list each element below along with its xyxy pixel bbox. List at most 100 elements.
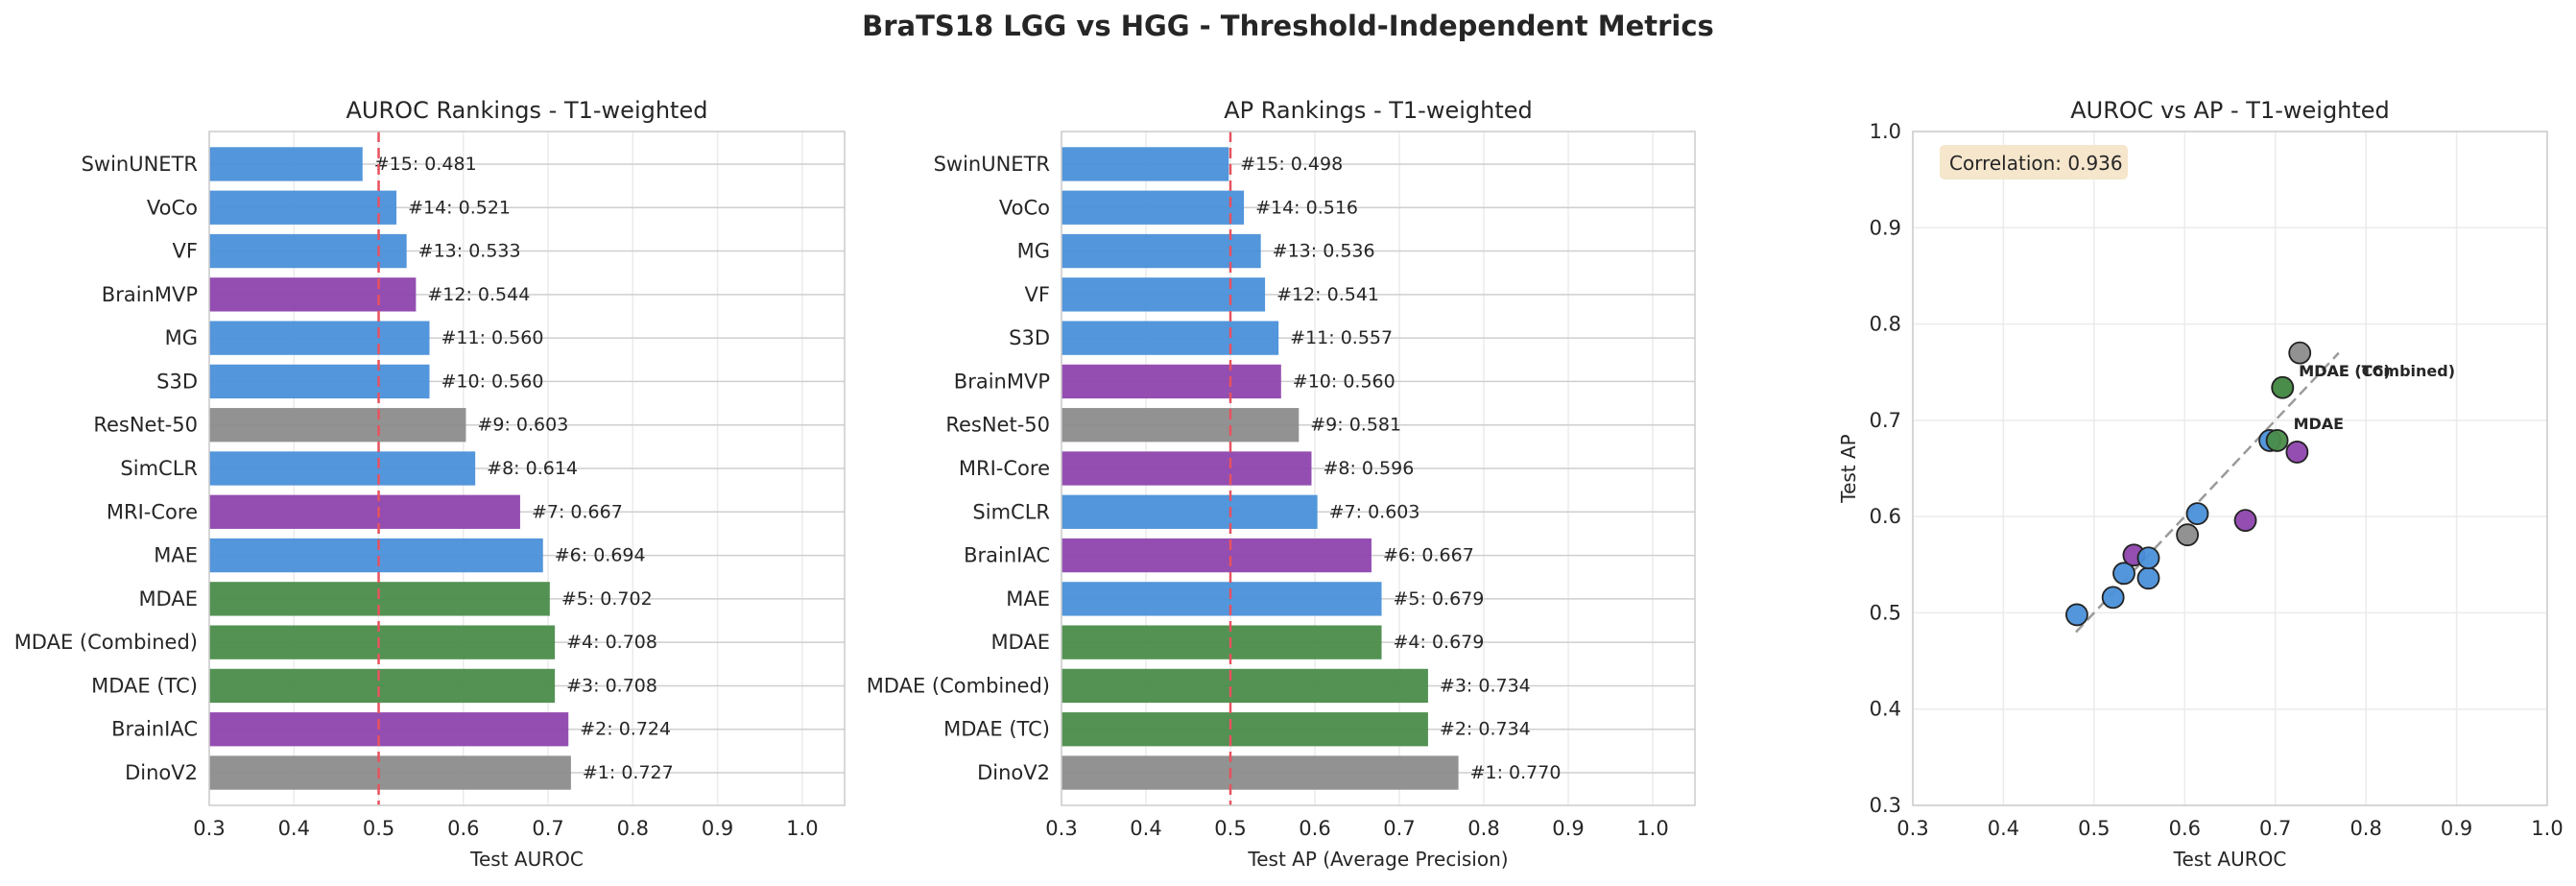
bar-value-label: #2: 0.724 xyxy=(580,719,671,740)
scatter-point xyxy=(2136,566,2160,590)
bar-mae xyxy=(1061,582,1382,616)
y-tick-label: 0.4 xyxy=(1870,698,1901,721)
category-label: ResNet-50 xyxy=(945,414,1050,437)
category-label: SimCLR xyxy=(972,500,1050,523)
y-tick-label: 0.3 xyxy=(1870,794,1901,817)
x-tick-label: 1.0 xyxy=(1636,817,1668,840)
auroc-ranking-chart: #15: 0.481 #14: 0.521 #13: 0.533 #12: 0.544… xyxy=(14,97,846,871)
bar-s3d xyxy=(1061,321,1279,355)
x-tick-label: 0.3 xyxy=(1045,817,1077,840)
y-axis-label: Test AP xyxy=(1837,434,1860,503)
point-label: MDAE (Combined) xyxy=(2299,362,2455,380)
x-tick-label: 0.3 xyxy=(193,817,225,840)
bar-value-label: #15: 0.498 xyxy=(1240,154,1343,175)
plot-frame xyxy=(1061,131,1696,806)
category-label: DinoV2 xyxy=(977,761,1050,784)
category-label: MRI-Core xyxy=(959,457,1050,480)
scatter-point xyxy=(2265,429,2289,452)
category-label: VoCo xyxy=(999,196,1050,219)
bar-value-label: #6: 0.694 xyxy=(555,545,646,566)
bar-value-label: #11: 0.557 xyxy=(1290,327,1393,348)
bar-value-label: #14: 0.516 xyxy=(1255,197,1358,218)
bar-value-label: #3: 0.734 xyxy=(1440,675,1531,696)
x-tick-label: 0.9 xyxy=(702,817,733,840)
x-tick-label: 0.6 xyxy=(1299,817,1330,840)
bar-simclr xyxy=(209,451,476,486)
scatter-point xyxy=(2101,586,2125,610)
y-tick-label: 0.7 xyxy=(1870,409,1901,432)
scatter-point xyxy=(2185,502,2209,526)
scatter-point xyxy=(2233,509,2257,533)
scatter-point xyxy=(2065,603,2088,627)
x-tick-label: 0.9 xyxy=(2441,817,2472,840)
category-label: VF xyxy=(1025,283,1050,306)
x-tick-label: 0.4 xyxy=(278,817,310,840)
category-label: MDAE (TC) xyxy=(943,718,1050,741)
category-label: MDAE (Combined) xyxy=(14,631,198,654)
category-label: BrainIAC xyxy=(964,544,1050,567)
category-label: S3D xyxy=(1009,326,1050,349)
category-label: DinoV2 xyxy=(125,761,198,784)
bar-resnet-50 xyxy=(209,408,466,443)
category-label: S3D xyxy=(156,370,198,393)
bar-mdae-combined- xyxy=(1061,668,1428,704)
y-tick-label: 0.6 xyxy=(1870,505,1901,528)
x-tick-label: 0.5 xyxy=(363,817,394,840)
bar-value-label: #9: 0.603 xyxy=(477,415,568,436)
bar-value-label: #14: 0.521 xyxy=(408,197,511,218)
bar-mdae xyxy=(1061,625,1382,659)
point-label: MDAE xyxy=(2294,415,2345,433)
x-tick-label: 0.6 xyxy=(2169,817,2201,840)
category-label: MDAE xyxy=(990,631,1050,654)
bar-value-label: #5: 0.702 xyxy=(561,588,653,610)
bar-dinov2 xyxy=(1061,755,1459,790)
bar-brainmvp xyxy=(209,277,417,312)
bar-value-label: #1: 0.770 xyxy=(1470,762,1562,783)
y-tick-label: 0.8 xyxy=(1870,313,1901,336)
ap-ranking-chart: #15: 0.498 #14: 0.516 #13: 0.536 #12: 0.541… xyxy=(867,97,1696,871)
bar-value-label: #7: 0.603 xyxy=(1329,501,1420,522)
bar-voco xyxy=(209,190,397,225)
bar-dinov2 xyxy=(209,755,571,790)
x-tick-label: 0.7 xyxy=(1383,817,1415,840)
bar-value-label: #10: 0.560 xyxy=(441,371,543,392)
x-tick-label: 0.5 xyxy=(1214,817,1246,840)
category-label: MAE xyxy=(1006,587,1050,611)
x-tick-label: 0.4 xyxy=(1130,817,1161,840)
bar-value-label: #11: 0.560 xyxy=(441,327,543,348)
category-label: BrainMVP xyxy=(102,283,198,306)
correlation-text: Correlation: 0.936 xyxy=(1949,152,2123,175)
category-label: MDAE xyxy=(138,587,198,611)
bar-value-label: #4: 0.708 xyxy=(566,632,657,653)
scatter-point xyxy=(2288,341,2312,365)
bar-mdae-tc- xyxy=(209,668,556,704)
category-label: MAE xyxy=(154,544,198,567)
x-axis-label: Test AP (Average Precision) xyxy=(1247,848,1508,871)
x-tick-label: 0.5 xyxy=(2078,817,2110,840)
x-tick-label: 0.7 xyxy=(532,817,563,840)
scatter-point xyxy=(2176,523,2200,547)
category-label: MDAE (Combined) xyxy=(867,674,1050,697)
x-axis-label: Test AUROC xyxy=(469,848,584,871)
y-tick-label: 0.5 xyxy=(1870,601,1901,624)
bar-resnet-50 xyxy=(1061,408,1300,443)
plot-frame xyxy=(1912,131,2548,806)
bar-mdae-combined- xyxy=(209,625,556,659)
category-label: VF xyxy=(173,240,198,263)
category-label: MG xyxy=(165,326,198,349)
bar-mg xyxy=(1061,233,1261,269)
bar-value-label: #12: 0.544 xyxy=(427,284,530,305)
bar-mae xyxy=(209,538,543,573)
bar-value-label: #1: 0.727 xyxy=(583,762,674,783)
bar-value-label: #4: 0.679 xyxy=(1394,632,1485,653)
chart-title: AUROC Rankings - T1-weighted xyxy=(346,97,708,124)
bar-value-label: #10: 0.560 xyxy=(1293,371,1395,392)
bar-brainiac xyxy=(209,712,569,747)
category-label: VoCo xyxy=(147,196,198,219)
y-tick-label: 1.0 xyxy=(1870,120,1901,143)
scatter-point xyxy=(2285,441,2309,464)
bar-value-label: #13: 0.533 xyxy=(418,241,521,262)
bar-s3d xyxy=(209,364,430,399)
bar-value-label: #12: 0.541 xyxy=(1276,284,1379,305)
